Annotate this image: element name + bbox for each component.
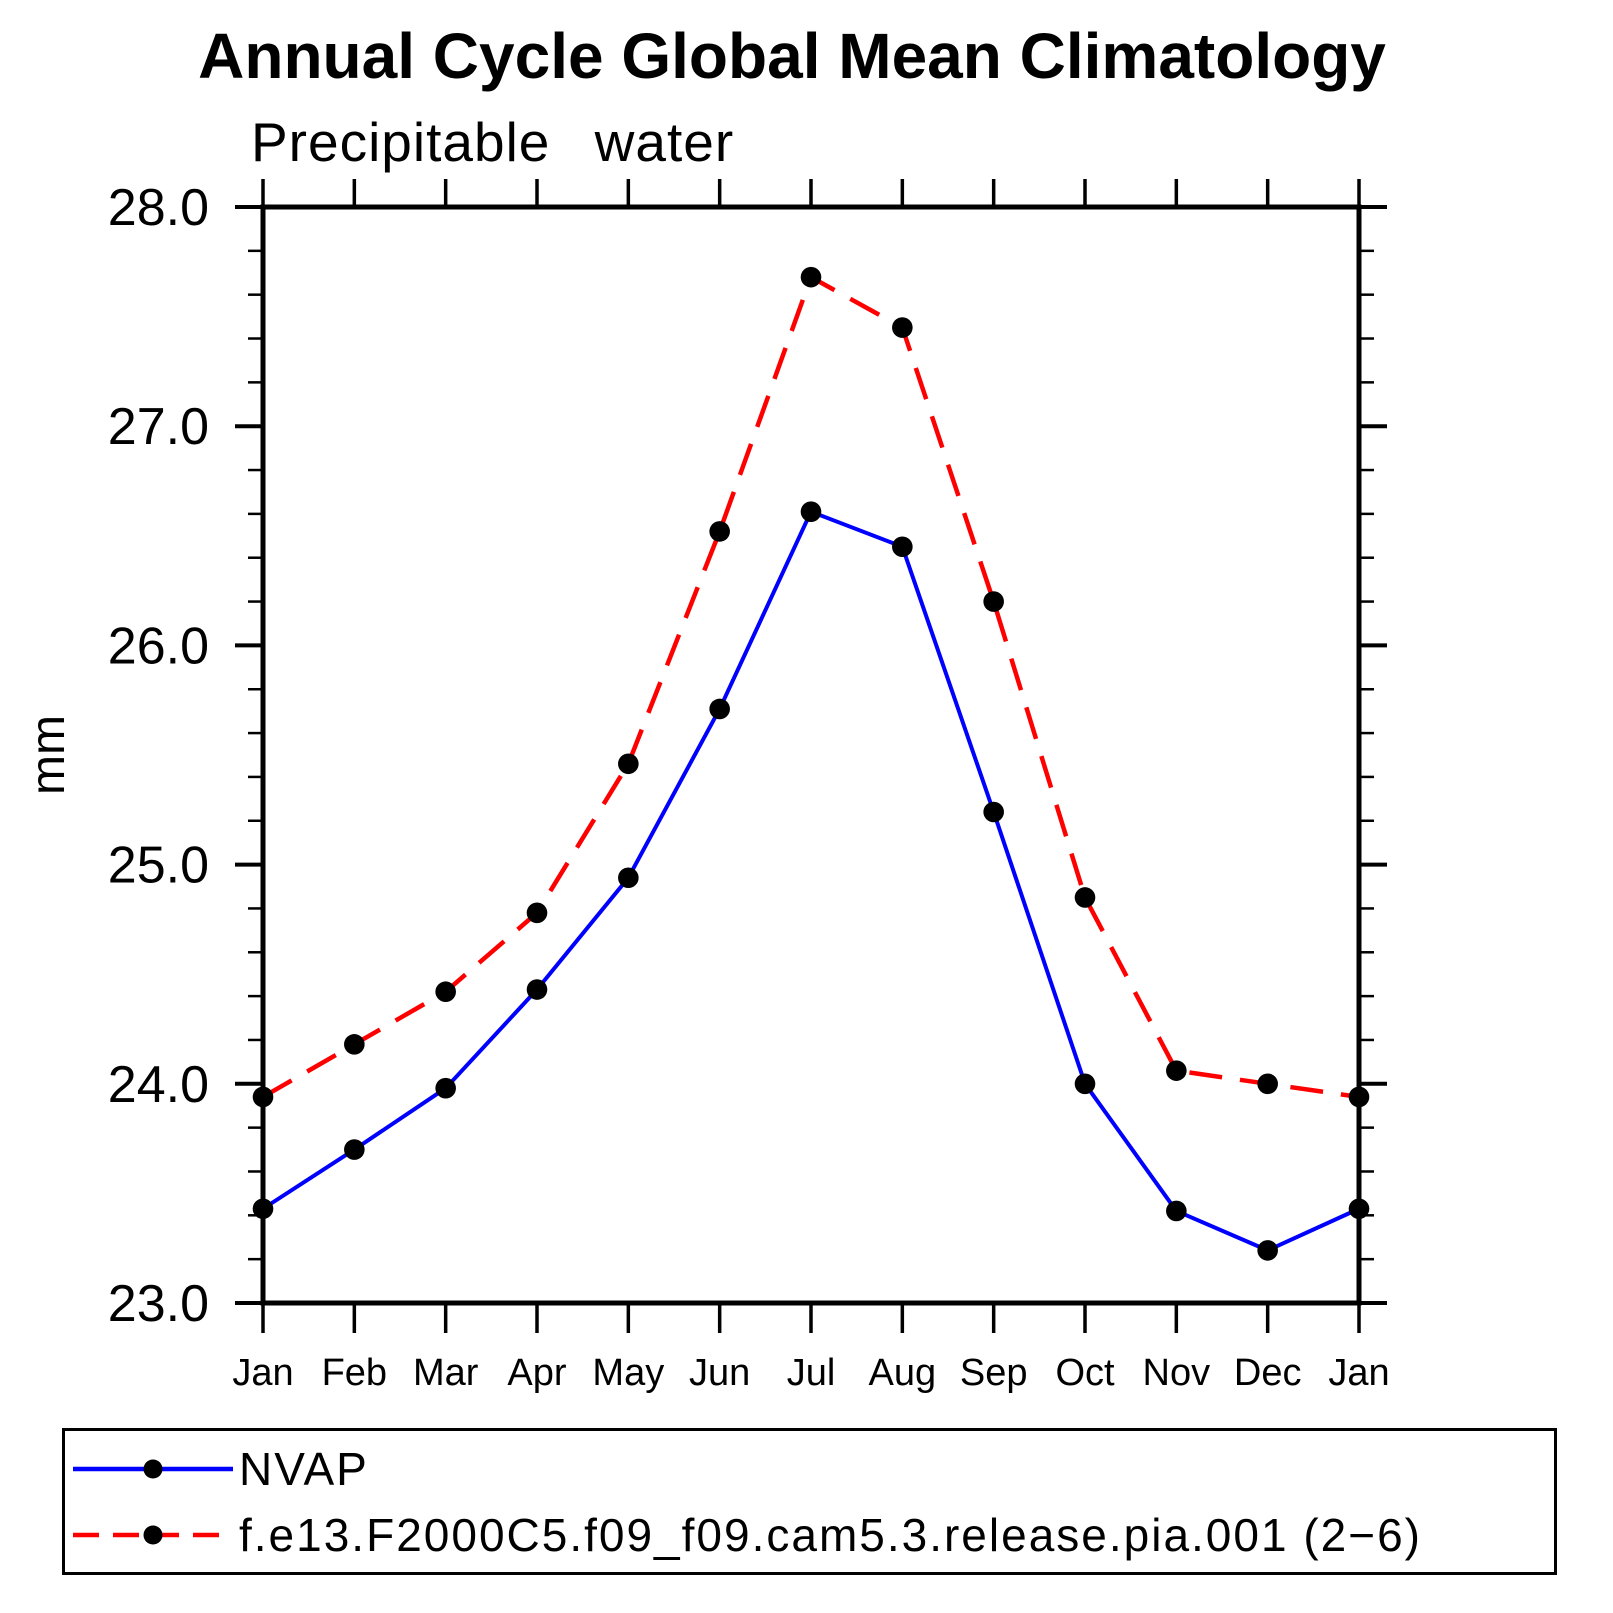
- x-tick-label: Mar: [413, 1352, 479, 1394]
- legend-marker: [143, 1525, 163, 1545]
- data-point-marker: [344, 1139, 365, 1160]
- series-line: [261, 509, 1360, 1253]
- data-point-marker: [1348, 1198, 1370, 1220]
- legend-line-sample: [73, 1525, 233, 1545]
- data-point-marker: [1074, 1073, 1096, 1095]
- y-tick-label: 28.0: [108, 179, 209, 237]
- legend-entry-1: NVAP: [69, 1443, 369, 1495]
- x-tick-label: Apr: [507, 1352, 566, 1394]
- data-point-marker: [618, 867, 639, 889]
- x-tick-label: Oct: [1055, 1352, 1115, 1394]
- legend-label: f.e13.F2000C5.f09_f09.cam5.3.release.pia…: [239, 1509, 1422, 1561]
- x-tick-label: Jan: [232, 1352, 293, 1394]
- x-tick-label: Aug: [869, 1352, 937, 1394]
- data-point-marker: [800, 501, 822, 522]
- y-tick-label: 24.0: [108, 1056, 209, 1114]
- data-point-marker: [709, 521, 730, 542]
- data-point-marker: [983, 801, 1004, 823]
- data-point-marker: [252, 1086, 274, 1108]
- x-tick-label: Dec: [1234, 1352, 1302, 1394]
- legend: NVAP f.e13.F2000C5.f09_f09.cam5.3.release…: [62, 1428, 1557, 1575]
- series-nvap: [252, 501, 1370, 1261]
- legend-line-sample: [73, 1459, 233, 1479]
- data-point-marker: [800, 266, 822, 288]
- series-line: [261, 274, 1360, 1100]
- data-point-marker: [892, 317, 913, 338]
- data-point-marker: [709, 698, 730, 720]
- y-tick-label: 25.0: [108, 837, 209, 895]
- data-point-marker: [1257, 1073, 1278, 1095]
- y-tick-label: 26.0: [108, 617, 209, 675]
- y-tick-label: 27.0: [108, 398, 209, 456]
- legend-marker: [143, 1459, 163, 1479]
- data-point-marker: [435, 1077, 456, 1099]
- data-point-marker: [526, 979, 548, 1000]
- data-point-marker: [1348, 1086, 1370, 1108]
- y-tick-label: 23.0: [108, 1275, 209, 1333]
- x-tick-label: May: [592, 1352, 664, 1394]
- data-point-marker: [983, 591, 1004, 612]
- x-tick-label: Nov: [1143, 1352, 1211, 1394]
- x-tick-label: Sep: [960, 1352, 1028, 1394]
- x-tick-label: Jan: [1328, 1352, 1389, 1394]
- x-tick-label: Jul: [787, 1352, 836, 1394]
- data-point-marker: [252, 1198, 274, 1220]
- legend-entry-2: f.e13.F2000C5.f09_f09.cam5.3.release.pia…: [69, 1509, 1422, 1561]
- data-point-marker: [1166, 1060, 1187, 1081]
- y-axis-title: mm: [22, 715, 75, 795]
- chart-subtitle: Precipitable water: [251, 111, 735, 173]
- data-point-marker: [1257, 1240, 1278, 1261]
- data-point-marker: [526, 902, 548, 924]
- chart-title: Annual Cycle Global Mean Climatology: [198, 20, 1386, 92]
- legend-label: NVAP: [239, 1443, 369, 1495]
- series-model: [252, 266, 1370, 1108]
- data-point-marker: [435, 981, 456, 1003]
- data-point-marker: [1074, 887, 1096, 908]
- data-point-marker: [344, 1034, 365, 1055]
- y-axis: 23.0 24.0 25.0 26.0 27.0 28.0: [108, 179, 1387, 1333]
- data-point-marker: [892, 536, 913, 558]
- x-axis: Jan Feb Mar Apr May Jun Jul Aug Sep Oct Nov Dec Jan: [232, 179, 1390, 1394]
- x-tick-label: Jun: [689, 1352, 750, 1394]
- data-point-marker: [1166, 1200, 1187, 1222]
- plot-frame: [260, 204, 1362, 1306]
- x-tick-label: Feb: [322, 1352, 387, 1394]
- data-point-marker: [618, 753, 639, 775]
